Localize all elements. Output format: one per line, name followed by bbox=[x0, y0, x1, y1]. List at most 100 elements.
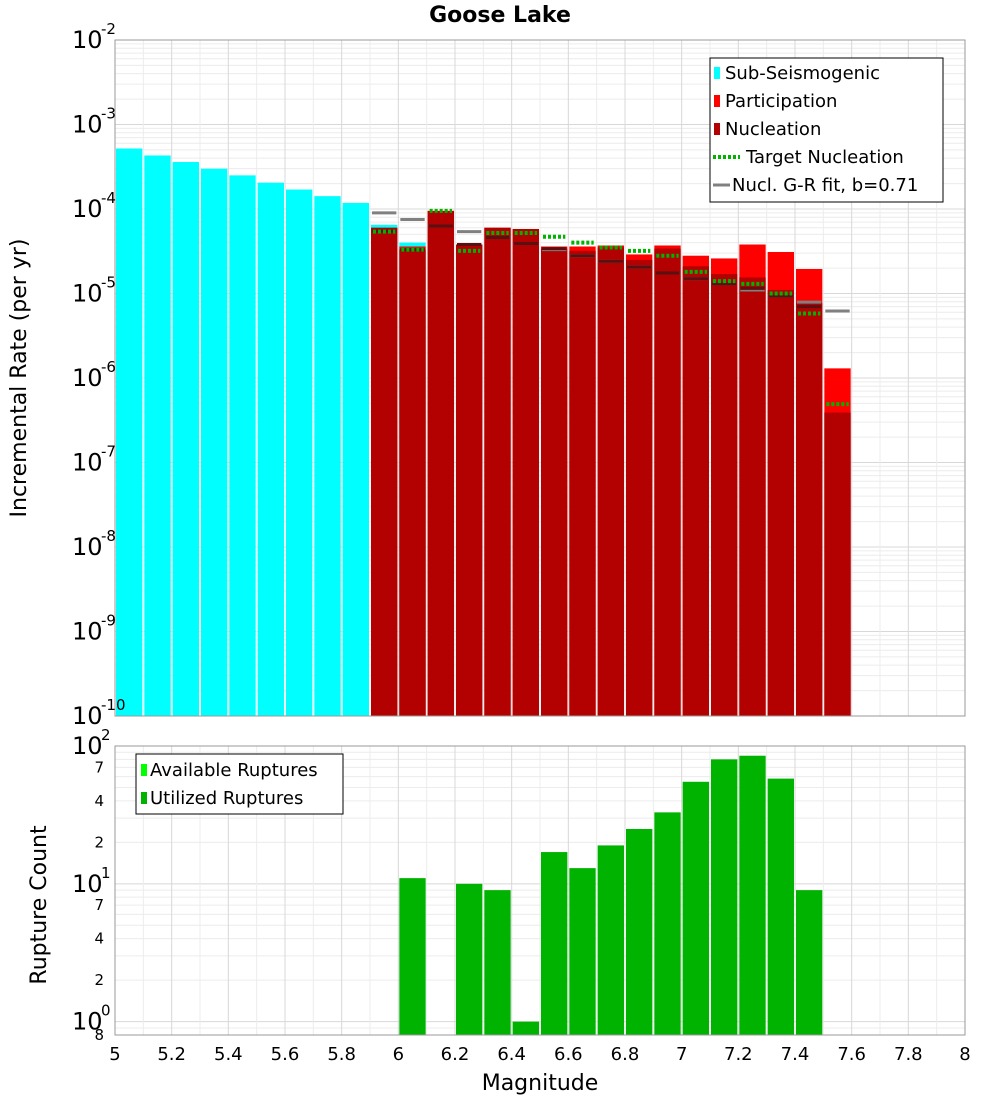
rate-legend-box bbox=[709, 57, 944, 203]
nucleation-bar bbox=[711, 274, 738, 716]
legend-sub-seismogenic-label: Sub-Seismogenic bbox=[725, 63, 880, 84]
rate-y-tick-base: 10 bbox=[72, 449, 103, 477]
x-tick-label: 6.2 bbox=[441, 1044, 470, 1065]
rate-y-tick-exponent: -10 bbox=[101, 696, 126, 714]
sub-seismogenic-bar bbox=[116, 148, 143, 717]
utilized-ruptures-bar bbox=[796, 890, 823, 1035]
legend-sub-seismogenic-swatch bbox=[714, 67, 720, 79]
count-y-tick-base: 10 bbox=[72, 732, 103, 760]
x-tick-label: 5.8 bbox=[327, 1044, 356, 1065]
nucleation-bar bbox=[569, 250, 596, 716]
x-tick-label: 7.6 bbox=[837, 1044, 866, 1065]
x-tick-label: 5 bbox=[109, 1044, 120, 1065]
legend-participation-label: Participation bbox=[725, 91, 837, 112]
count-y-tick-label: 100 bbox=[72, 1002, 111, 1036]
utilized-ruptures-bar bbox=[767, 778, 794, 1035]
legend-gr-fit-label: Nucl. G-R fit, b=0.71 bbox=[732, 175, 918, 196]
nucleation-bar bbox=[654, 248, 681, 716]
chart-title: Goose Lake bbox=[429, 3, 571, 28]
rate-y-tick-base: 10 bbox=[72, 26, 103, 54]
rate-y-tick-label: 10-6 bbox=[72, 358, 116, 392]
rate-y-tick-exponent: -6 bbox=[101, 358, 116, 376]
utilized-ruptures-bar bbox=[399, 878, 426, 1035]
nucleation-bar bbox=[456, 244, 483, 716]
sub-seismogenic-bar bbox=[257, 182, 284, 716]
legend-participation: Participation bbox=[714, 91, 837, 112]
nucleation-bar bbox=[427, 210, 454, 716]
count-legend-box bbox=[135, 753, 344, 815]
count-y-minor-tick-label: 2 bbox=[94, 833, 104, 851]
x-tick-label: 8 bbox=[959, 1044, 970, 1065]
count-y-minor-tick-label: 8 bbox=[94, 1026, 104, 1044]
utilized-ruptures-bar bbox=[541, 852, 568, 1035]
sub-seismogenic-bar bbox=[144, 155, 171, 716]
sub-seismogenic-bar bbox=[229, 175, 256, 716]
x-tick-label: 6 bbox=[393, 1044, 404, 1065]
legend-target-nucleation: Target Nucleation bbox=[713, 147, 904, 168]
rate-plot-frame bbox=[114, 39, 966, 717]
rate-y-tick-exponent: -2 bbox=[101, 20, 116, 38]
legend-nucleation-swatch bbox=[714, 123, 720, 135]
legend-participation-swatch bbox=[714, 95, 720, 107]
rate-y-tick-base: 10 bbox=[72, 195, 103, 223]
utilized-ruptures-bar bbox=[626, 828, 653, 1035]
legend-nucleation-label: Nucleation bbox=[725, 119, 821, 140]
x-tick-label: 7.4 bbox=[781, 1044, 810, 1065]
bottom-y-axis-label: Rupture Count bbox=[27, 825, 52, 985]
x-tick-label: 5.6 bbox=[271, 1044, 300, 1065]
rate-y-tick-label: 10-9 bbox=[72, 612, 116, 646]
x-tick-label: 7.8 bbox=[894, 1044, 923, 1065]
count-y-minor-tick-label: 4 bbox=[94, 792, 104, 810]
utilized-ruptures-bar bbox=[711, 759, 738, 1035]
rate-y-tick-exponent: -7 bbox=[101, 443, 116, 461]
utilized-ruptures-bar bbox=[654, 812, 681, 1035]
count-plot-frame bbox=[114, 745, 966, 1036]
rate-y-tick-base: 10 bbox=[72, 111, 103, 139]
count-y-tick-label: 102 bbox=[72, 726, 111, 760]
count-y-tick-base: 10 bbox=[72, 1008, 103, 1036]
rate-y-tick-label: 10-10 bbox=[72, 696, 126, 730]
rate-y-tick-label: 10-3 bbox=[72, 105, 116, 139]
x-tick-label: 7.2 bbox=[724, 1044, 753, 1065]
count-y-minor-tick-label: 7 bbox=[94, 896, 104, 914]
count-y-tick-base: 10 bbox=[72, 870, 103, 898]
utilized-ruptures-bar bbox=[739, 755, 766, 1035]
x-axis-label: Magnitude bbox=[482, 1071, 599, 1096]
nucleation-bar bbox=[626, 259, 653, 716]
x-tick-label: 6.8 bbox=[611, 1044, 640, 1065]
legend-gr-fit: Nucl. G-R fit, b=0.71 bbox=[713, 175, 918, 196]
legend-available-ruptures-label: Available Ruptures bbox=[150, 760, 318, 781]
nucleation-bar bbox=[767, 290, 794, 716]
rate-y-tick-label: 10-5 bbox=[72, 274, 116, 308]
x-tick-label: 5.4 bbox=[214, 1044, 243, 1065]
count-legend: Available Ruptures Utilized Ruptures bbox=[135, 753, 344, 815]
utilized-ruptures-bar bbox=[682, 781, 709, 1035]
legend-utilized-ruptures: Utilized Ruptures bbox=[141, 788, 303, 809]
rate-y-tick-exponent: -4 bbox=[101, 189, 116, 207]
nucleation-bar bbox=[824, 412, 851, 716]
count-y-minor-tick-label: 4 bbox=[94, 930, 104, 948]
rate-y-tick-label: 10-2 bbox=[72, 20, 116, 54]
sub-seismogenic-bar bbox=[286, 189, 313, 716]
rate-y-tick-base: 10 bbox=[72, 533, 103, 561]
nucleation-bar bbox=[796, 303, 823, 716]
nucleation-bar bbox=[399, 249, 426, 716]
x-tick-label: 6.6 bbox=[554, 1044, 583, 1065]
utilized-ruptures-bar bbox=[597, 845, 624, 1035]
count-y-tick-exponent: 0 bbox=[101, 1002, 111, 1020]
x-tick-label: 5.2 bbox=[157, 1044, 186, 1065]
rate-y-tick-exponent: -5 bbox=[101, 274, 116, 292]
nucleation-bar bbox=[739, 277, 766, 716]
rate-y-tick-exponent: -9 bbox=[101, 612, 116, 630]
utilized-ruptures-bar bbox=[484, 890, 511, 1035]
legend-sub-seismogenic: Sub-Seismogenic bbox=[714, 63, 880, 84]
rate-y-tick-exponent: -8 bbox=[101, 527, 116, 545]
rate-y-tick-label: 10-8 bbox=[72, 527, 116, 561]
rate-y-tick-exponent: -3 bbox=[101, 105, 116, 123]
rate-plot: 10-1010-910-810-710-610-510-410-310-2Sub… bbox=[72, 20, 966, 730]
nucleation-bar bbox=[484, 227, 511, 716]
legend-nucleation: Nucleation bbox=[714, 119, 821, 140]
nucleation-bar bbox=[512, 228, 539, 716]
